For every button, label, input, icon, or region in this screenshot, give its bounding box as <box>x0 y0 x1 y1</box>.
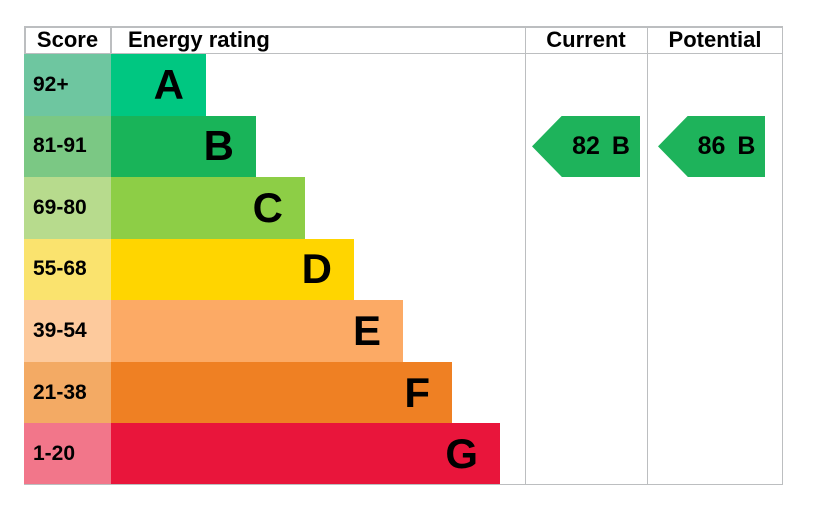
potential-column-header: Potential <box>647 26 783 54</box>
band-rating-bar: E <box>111 300 403 362</box>
band-row-c: 69-80 C <box>24 177 783 239</box>
score-column-header: Score <box>24 26 111 54</box>
current-column-separator <box>524 26 526 485</box>
band-rating-bar: G <box>111 423 500 485</box>
score-header-label: Score <box>36 27 99 52</box>
band-rows: 92+ A 81-91 B 69-80 C 55-68 D 39-54 E 21… <box>24 54 783 485</box>
band-row-a: 92+ A <box>24 54 783 116</box>
potential-rating-letter: B <box>737 131 756 160</box>
band-rating-bar: F <box>111 361 452 424</box>
potential-header-label: Potential <box>668 27 762 52</box>
energy-rating-header-label: Energy rating <box>128 27 270 52</box>
current-score-value: 82 <box>572 131 600 160</box>
band-rating-bar: D <box>111 238 354 301</box>
score-header-separator <box>110 26 112 54</box>
band-rating-bar: B <box>111 115 256 178</box>
header-left-border <box>24 26 26 54</box>
band-row-f: 21-38 F <box>24 361 783 424</box>
current-rating-arrow: 82 B <box>532 115 640 178</box>
potential-score-value: 86 <box>697 131 726 160</box>
band-score-range: 21-38 <box>24 361 111 424</box>
band-row-b: 81-91 B <box>24 115 783 178</box>
potential-column-separator <box>646 26 648 485</box>
band-row-g: 1-20 G <box>24 423 783 485</box>
potential-rating-arrow: 86 B <box>658 115 765 178</box>
band-score-range: 81-91 <box>24 115 111 178</box>
header-bottom-border <box>24 52 783 54</box>
band-row-d: 55-68 D <box>24 238 783 301</box>
table-right-border <box>781 26 783 485</box>
table-top-border <box>24 26 783 28</box>
table-bottom-border <box>24 483 783 485</box>
band-score-range: 39-54 <box>24 300 111 362</box>
band-score-range: 55-68 <box>24 238 111 301</box>
band-score-range: 92+ <box>24 54 111 116</box>
band-score-range: 69-80 <box>24 177 111 239</box>
epc-table: Score Energy rating Current Potential 92… <box>24 26 783 485</box>
band-rating-bar: A <box>111 54 206 116</box>
current-rating-letter: B <box>611 131 630 160</box>
energy-rating-column-header: Energy rating <box>111 26 525 54</box>
band-row-e: 39-54 E <box>24 300 783 362</box>
band-score-range: 1-20 <box>24 423 111 485</box>
current-column-header: Current <box>525 26 647 54</box>
band-rating-bar: C <box>111 177 305 239</box>
current-header-label: Current <box>546 27 626 52</box>
